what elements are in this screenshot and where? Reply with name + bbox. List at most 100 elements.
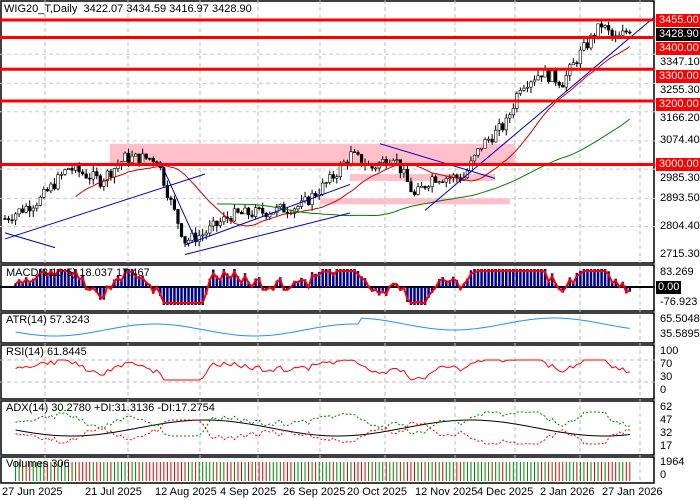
candle [275,206,279,213]
candle [589,34,593,49]
level-label[interactable]: 3000.00 [656,158,700,171]
candle [254,207,258,217]
candle [91,171,95,180]
macd-tick: 83.269 [660,266,694,278]
candle [59,174,64,176]
candle [596,23,600,38]
price-tick: 2893.50 [660,191,700,204]
level-label[interactable]: 3455.00 [656,13,700,27]
candle [554,70,558,83]
candle [599,23,604,28]
candle [236,208,240,213]
pane-frame [0,344,655,400]
candle [285,211,290,214]
candle [571,62,575,66]
macd-label: MACD(3,10,5) 18.037 17.467 [6,267,150,279]
candle [218,221,222,226]
candle [529,81,533,88]
candle [215,220,219,226]
candle [479,147,484,150]
candle [522,87,526,91]
candle [391,159,395,164]
candle [338,164,342,177]
candle [81,171,85,175]
price-tick: 3074.40 [660,134,700,147]
level-label[interactable]: 3400.00 [656,41,700,55]
candle [52,183,57,190]
candle [306,196,311,206]
date-tick: 2 Jan 2026 [540,486,595,498]
date-tick: 12 Aug 2025 [155,486,217,498]
trend-line [4,232,56,249]
macd-tick: -76.923 [660,296,698,308]
candle [352,151,357,154]
candle [324,182,328,184]
candle [243,207,247,215]
pane-frame [0,400,655,456]
candle [374,167,378,170]
atr-line [15,317,630,337]
date-tick: 12 Nov 2025 [415,486,478,498]
candle [455,174,459,178]
candle [13,213,18,221]
candle [508,114,512,119]
candle [296,206,300,210]
adx-tick: 32 [660,427,673,439]
candle [476,148,480,156]
candle [38,196,42,206]
candle [172,199,177,210]
open-value: 3422.07 [83,3,124,15]
candle [402,169,406,174]
chart-header: WIG20_T,Daily 3422.07 3434.59 3416.97 34… [4,3,252,16]
candle [186,239,191,244]
candle [21,208,25,213]
candle [169,197,173,200]
candle [165,185,169,199]
candle [201,234,205,237]
macd-zero-tick: 0.00 [656,281,682,294]
candle [331,174,335,179]
rsi-line [15,359,630,381]
candle [246,207,251,216]
rsi-tick: 100 [660,345,679,357]
level-label[interactable]: 3200.00 [656,97,700,111]
candle [490,138,494,143]
candle [412,191,417,195]
adx-line [15,419,630,437]
candle [35,204,39,209]
pane-frame [0,456,655,484]
macd-signal-line [14,269,631,304]
candle [232,208,237,222]
candle [349,151,353,165]
candle [585,42,590,49]
candle [532,79,537,83]
candle [151,158,155,162]
candle [405,169,410,182]
atr-tick: 35.5895 [660,328,700,340]
candle [299,200,304,207]
candle [610,29,614,37]
support-zone [320,198,510,205]
candle [278,203,282,208]
candle [204,232,208,236]
adx-tick: 62 [660,401,673,413]
candle [42,189,46,198]
trend-line [184,212,351,255]
candle [66,168,71,171]
candle [314,193,318,197]
adx-label: ADX(14) 30.2780 +DI:31.3136 -DI:17.2754 [6,402,215,414]
candle [70,168,74,171]
candle [261,208,265,214]
ma-fast-line [75,46,631,227]
candle [88,177,92,180]
candle [423,186,427,189]
candle [575,62,579,65]
candle [98,175,102,187]
candle [504,117,508,131]
candle [487,138,491,141]
level-label[interactable]: 3300.00 [656,69,700,83]
atr-label: ATR(14) 57.3243 [6,314,90,326]
candle [137,153,141,164]
candle [141,153,145,164]
